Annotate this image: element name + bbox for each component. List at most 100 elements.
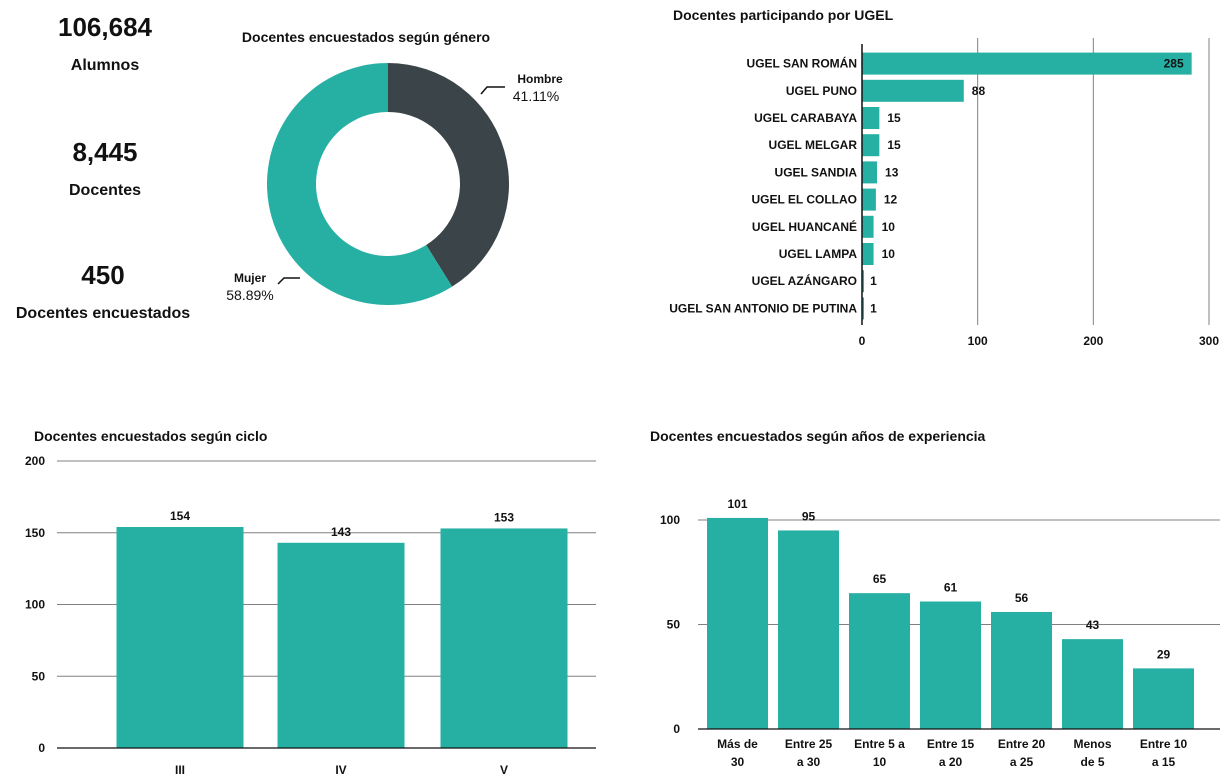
exp-category-label-line1: Entre 5 a [854,737,905,751]
ciclo-category-label: III [175,763,185,776]
ugel-value-label: 15 [887,138,901,152]
ugel-category-label: UGEL HUANCANÉ [752,219,857,234]
ugel-bar [862,270,864,293]
exp-value-label: 65 [873,572,887,586]
ugel-category-label: UGEL SAN ANTONIO DE PUTINA [669,301,857,315]
ciclo-value-label: 143 [331,525,351,539]
ugel-value-label: 1 [870,301,877,315]
ugel-category-label: UGEL CARABAYA [754,111,857,125]
ciclo-value-label: 154 [170,509,190,523]
ugel-value-label: 13 [885,165,899,179]
exp-category-label-line2: a 25 [1010,755,1034,769]
exp-category-label-line1: Entre 15 [927,737,975,751]
kpi-encuestados-label: Docentes encuestados [15,305,191,322]
exp-value-label: 101 [727,497,747,511]
ugel-value-label: 15 [887,111,901,125]
ciclo-ytick-100: 100 [25,598,45,612]
exp-category-label-line2: a 15 [1152,755,1176,769]
exp-title: Docentes encuestados según años de exper… [650,428,986,444]
donut-value-mujer: 58.89% [226,287,273,303]
kpi-docentes: 8,445 Docentes [30,137,180,200]
exp-category-label-line2: a 30 [797,755,821,769]
exp-bar [778,530,839,729]
ugel-category-label: UGEL SANDIA [775,165,858,179]
ugel-value-label: 285 [1164,57,1184,71]
ciclo-title: Docentes encuestados según ciclo [34,428,267,444]
ciclo-bar [277,542,405,748]
ugel-bar [862,134,880,157]
ugel-xtick-100: 100 [968,334,988,348]
kpi-docentes-label: Docentes [68,182,142,199]
donut-slice-mujer [266,63,453,305]
exp-category-label-line1: Entre 10 [1140,737,1188,751]
ugel-category-label: UGEL EL COLLAO [751,193,857,207]
exp-value-label: 43 [1086,618,1100,632]
exp-value-label: 29 [1157,647,1171,661]
kpi-alumnos: 106,684 Alumnos [30,12,180,75]
ciclo-ytick-50: 50 [32,669,46,683]
ugel-category-label: UGEL LAMPA [779,247,858,261]
exp-bar [1133,668,1194,729]
exp-ytick-50: 50 [667,618,681,632]
exp-category-label-line2: 10 [873,755,887,769]
ciclo-category-label: V [500,763,508,776]
ugel-bar [862,52,1192,75]
exp-ytick-0: 0 [673,722,680,736]
ciclo-ytick-0: 0 [38,741,45,755]
ciclo-value-label: 153 [494,510,514,524]
exp-bar [849,593,910,729]
ugel-bar [862,79,964,102]
donut-leader-hombre [480,86,505,95]
ugel-category-label: UGEL MELGAR [769,138,858,152]
ugel-bar [862,297,864,320]
donut-label-mujer: Mujer [234,271,266,285]
ugel-value-label: 88 [972,84,986,98]
ugel-bar [862,188,876,211]
exp-category-label-line2: de 5 [1080,755,1104,769]
donut-slice-hombre [388,63,509,287]
ugel-xtick-200: 200 [1083,334,1103,348]
ugel-bar-chart: Docentes participando por UGEL 0 100 200 300… [669,7,1219,348]
ugel-value-label: 10 [882,220,896,234]
donut-title: Docentes encuestados según género [242,29,490,45]
gender-donut-chart: Docentes encuestados según género Hombre 4… [226,29,563,305]
exp-bar [707,517,768,729]
ugel-category-label: UGEL SAN ROMÁN [747,56,857,71]
ugel-category-label: UGEL AZÁNGARO [752,273,857,288]
ugel-value-label: 12 [884,193,898,207]
kpi-docentes-value: 8,445 [72,137,138,167]
exp-value-label: 95 [802,509,816,523]
ciclo-bar-chart: Docentes encuestados según ciclo 0 50 100 15… [25,428,596,776]
donut-value-hombre: 41.11% [513,88,559,104]
ugel-bar [862,107,880,129]
kpi-alumnos-value: 106,684 [58,12,152,42]
ciclo-ytick-150: 150 [25,526,45,540]
exp-bar [991,611,1052,729]
ciclo-ytick-200: 200 [25,454,45,468]
ugel-category-label: UGEL PUNO [786,84,857,98]
ugel-bar [862,243,874,265]
exp-ytick-100: 100 [660,513,680,527]
exp-value-label: 61 [944,581,958,595]
kpi-docentes-encuestados: 450 Docentes encuestados [0,260,206,323]
exp-category-label-line1: Entre 25 [785,737,833,751]
exp-category-label-line1: Menos [1073,737,1111,751]
exp-bar [1062,639,1123,729]
kpi-alumnos-label: Alumnos [70,57,140,74]
exp-category-label-line1: Más de [717,737,758,751]
ugel-xtick-300: 300 [1199,334,1219,348]
ugel-value-label: 1 [870,274,877,288]
exp-value-label: 56 [1015,591,1029,605]
exp-bar [920,601,981,729]
ciclo-bar [116,527,244,748]
exp-category-label-line1: Entre 20 [998,737,1046,751]
ciclo-category-label: IV [335,763,346,776]
ciclo-bar [440,528,568,748]
exp-category-label-line2: a 20 [939,755,963,769]
donut-leader-mujer [277,277,300,285]
ugel-value-label: 10 [882,247,896,261]
exp-category-label-line2: 30 [731,755,745,769]
kpi-encuestados-value: 450 [81,260,125,290]
ugel-bar [862,215,874,238]
